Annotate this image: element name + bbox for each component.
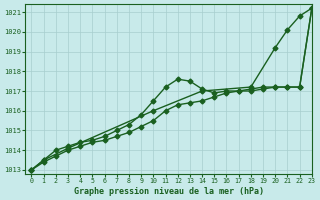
X-axis label: Graphe pression niveau de la mer (hPa): Graphe pression niveau de la mer (hPa) xyxy=(74,187,264,196)
